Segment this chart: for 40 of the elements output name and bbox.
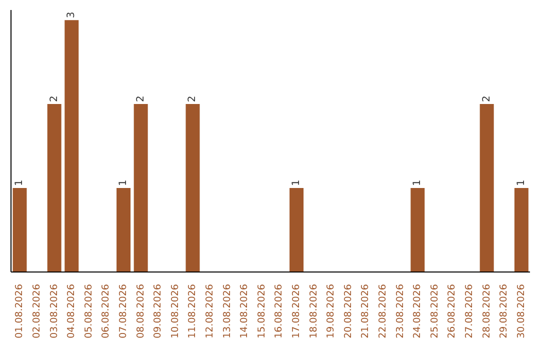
x-tick-label: 15.08.2026 xyxy=(256,284,268,338)
x-tick-label: 08.08.2026 xyxy=(135,284,146,338)
x-tick-label: 09.08.2026 xyxy=(152,284,164,338)
data-label: 1 xyxy=(291,180,302,186)
x-tick-label: 29.08.2026 xyxy=(498,284,510,338)
x-tick-label: 25.08.2026 xyxy=(429,284,440,338)
x-tick-label: 04.08.2026 xyxy=(66,284,78,338)
x-tick-label: 22.08.2026 xyxy=(377,284,388,338)
data-label: 2 xyxy=(187,96,198,102)
x-tick-label: 13.08.2026 xyxy=(222,284,233,338)
x-tick-label: 23.08.2026 xyxy=(394,284,406,338)
x-tick-label: 14.08.2026 xyxy=(239,284,250,338)
x-tick-label: 12.08.2026 xyxy=(204,284,216,338)
x-tick-label: 19.08.2026 xyxy=(326,284,337,338)
data-label: 3 xyxy=(66,12,78,18)
x-tick-label: 05.08.2026 xyxy=(83,284,94,338)
x-tick-label: 10.08.2026 xyxy=(170,284,181,338)
data-label: 1 xyxy=(118,180,130,186)
data-label: 1 xyxy=(412,180,424,186)
x-tick-label: 24.08.2026 xyxy=(412,284,424,338)
x-tick-label: 16.08.2026 xyxy=(274,284,285,338)
x-tick-label: 20.08.2026 xyxy=(342,284,354,338)
data-label: 2 xyxy=(48,96,60,102)
x-tick-label: 17.08.2026 xyxy=(290,284,302,338)
x-tick-label: 30.08.2026 xyxy=(516,284,527,338)
x-tick-label: 21.08.2026 xyxy=(360,284,372,338)
x-tick-label: 11.08.2026 xyxy=(187,284,198,338)
x-tick-label: 28.08.2026 xyxy=(481,284,492,338)
data-label: 2 xyxy=(481,96,492,102)
x-tick-label: 02.08.2026 xyxy=(31,284,42,338)
x-tick-label: 18.08.2026 xyxy=(308,284,320,338)
data-label: 1 xyxy=(516,180,527,186)
data-label: 1 xyxy=(14,180,26,186)
x-tick-label: 03.08.2026 xyxy=(48,284,60,338)
x-tick-label: 26.08.2026 xyxy=(446,284,458,338)
x-tick-label: 06.08.2026 xyxy=(100,284,112,338)
data-label: 2 xyxy=(135,96,146,102)
x-tick-label: 07.08.2026 xyxy=(118,284,129,338)
x-tick-label: 27.08.2026 xyxy=(464,284,475,338)
x-tick-label: 01.08.2026 xyxy=(14,284,26,338)
